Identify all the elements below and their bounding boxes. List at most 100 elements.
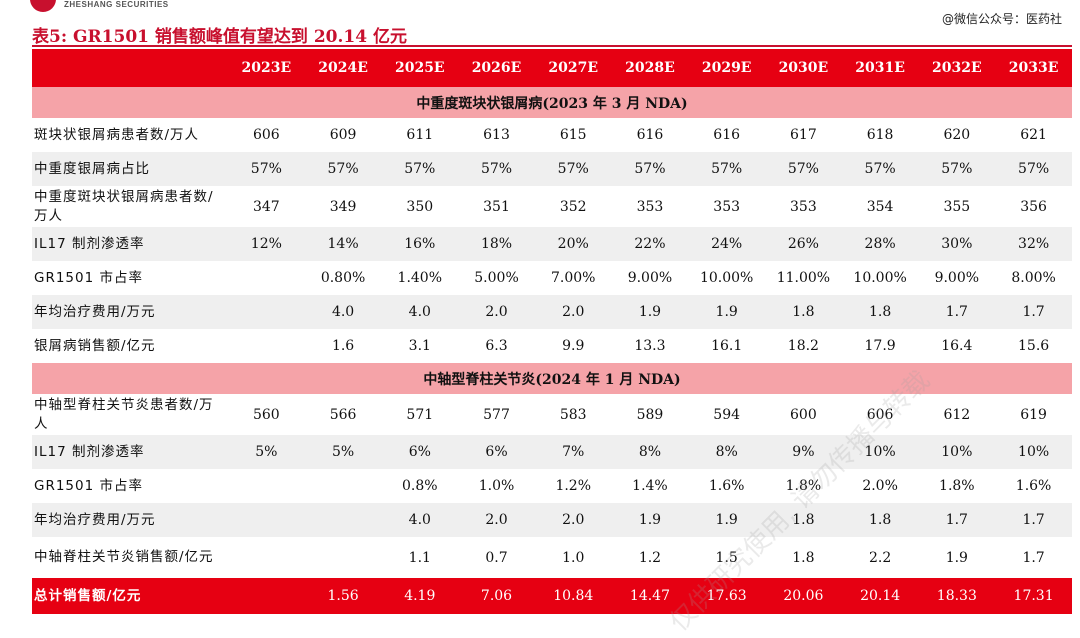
table-cell: 1.2% bbox=[555, 478, 592, 494]
table-cell: 7.00% bbox=[550, 270, 596, 286]
table-cell: 2.0 bbox=[458, 295, 535, 329]
table-cell: 6.3 bbox=[485, 338, 508, 354]
table-cell bbox=[305, 469, 382, 503]
table-cell: 1.7 bbox=[995, 503, 1072, 537]
table-cell bbox=[228, 537, 305, 578]
table-cell: 1.0 bbox=[562, 549, 585, 566]
table-cell: 18.2 bbox=[787, 338, 819, 354]
table-cell: 1.8 bbox=[841, 503, 919, 537]
total-cell: 20.14 bbox=[841, 578, 919, 614]
table-cell: 16.4 bbox=[941, 338, 973, 354]
row-label: IL17 制剂渗透率 bbox=[32, 227, 228, 261]
table-cell: 1.9 bbox=[945, 549, 968, 566]
table-row: 年均治疗费用/万元 4.0 4.0 2.0 2.0 1.9 1.9 1.8 1.8 1.7 1.7 bbox=[32, 295, 1072, 329]
table-cell: 1.8 bbox=[792, 549, 815, 566]
table-cell: 9.00% bbox=[934, 270, 980, 286]
table-cell: 57% bbox=[304, 152, 382, 186]
section-header-row: 中轴型脊柱关节炎(2024 年 1 月 NDA) bbox=[32, 363, 1072, 394]
total-cell: 10.84 bbox=[534, 578, 612, 614]
table-cell: 20% bbox=[534, 227, 612, 261]
table-cell: 606 bbox=[866, 406, 894, 423]
table-cell: 613 bbox=[483, 127, 510, 143]
table-cell: 612 bbox=[943, 406, 971, 423]
table-cell: 18% bbox=[458, 227, 535, 261]
table-row: GR1501 市占率 0.80% 1.40% 5.00% 7.00% 9.00% 10.00… bbox=[32, 261, 1072, 295]
table-row: IL17 制剂渗透率 12% 14% 16% 18% 20% 22% 24% 26% 28% 30%… bbox=[32, 227, 1072, 261]
table-cell: 583 bbox=[559, 406, 587, 423]
total-cell: 7.06 bbox=[458, 578, 535, 614]
table-cell: 10% bbox=[841, 435, 919, 469]
table-cell: 57% bbox=[765, 152, 842, 186]
table-cell: 353 bbox=[790, 198, 817, 215]
table-cell bbox=[228, 295, 305, 329]
table-cell: 2.0% bbox=[862, 478, 898, 494]
total-cell: 17.63 bbox=[688, 578, 766, 614]
table-cell: 28% bbox=[841, 227, 919, 261]
total-cell bbox=[228, 578, 305, 614]
table-row: 斑块状银屑病患者数/万人 606 609 611 613 615 616 616 617 618 6… bbox=[32, 118, 1072, 152]
table-cell: 589 bbox=[636, 406, 664, 423]
table-cell: 14% bbox=[304, 227, 382, 261]
table-cell: 12% bbox=[228, 227, 305, 261]
table-cell: 1.8% bbox=[939, 478, 975, 494]
table-cell: 352 bbox=[559, 198, 587, 215]
table-cell: 606 bbox=[252, 127, 280, 143]
table-cell: 5.00% bbox=[474, 270, 519, 286]
table-row: 中重度银屑病占比 57% 57% 57% 57% 57% 57% 57% 57% 57% 57% 57… bbox=[32, 152, 1072, 186]
table-cell: 9.00% bbox=[627, 270, 673, 286]
table-row: 年均治疗费用/万元 4.0 2.0 2.0 1.9 1.9 1.8 1.8 1.7 1.7 bbox=[32, 503, 1072, 537]
table-cell: 26% bbox=[765, 227, 842, 261]
forecast-table: 2023E 2024E 2025E 2026E 2027E 2028E 2029… bbox=[32, 49, 1072, 614]
column-header: 2023E bbox=[228, 49, 305, 87]
table-cell: 57% bbox=[918, 152, 996, 186]
table-cell: 1.6 bbox=[331, 338, 355, 354]
brand-name: ZHESHANG SECURITIES bbox=[64, 0, 169, 9]
table-cell bbox=[305, 537, 382, 578]
table-cell: 1.8 bbox=[841, 295, 919, 329]
table-cell: 32% bbox=[995, 227, 1072, 261]
table-cell: 24% bbox=[688, 227, 766, 261]
table-cell bbox=[228, 503, 305, 537]
table-cell: 353 bbox=[636, 198, 664, 215]
table-cell: 621 bbox=[1020, 127, 1047, 143]
table-cell: 57% bbox=[228, 152, 305, 186]
table-cell: 7% bbox=[534, 435, 612, 469]
page-title: 表5: GR1501 销售额峰值有望达到 20.14 亿元 bbox=[32, 27, 407, 47]
table-cell: 1.40% bbox=[397, 270, 443, 286]
total-cell: 1.56 bbox=[304, 578, 382, 614]
table-cell: 616 bbox=[713, 127, 741, 143]
table-cell: 10.00% bbox=[853, 270, 907, 286]
table-cell: 1.8 bbox=[765, 295, 842, 329]
table-cell: 4.0 bbox=[304, 295, 382, 329]
table-cell: 16% bbox=[381, 227, 459, 261]
table-cell bbox=[228, 261, 305, 295]
table-row: 中重度斑块状银屑病患者数/万人 347 349 350 351 352 353 353 353 3… bbox=[32, 186, 1072, 227]
table-row: 中轴型脊柱关节炎患者数/万人 560 566 571 577 583 589 594 600 60… bbox=[32, 394, 1072, 435]
table-cell: 1.8% bbox=[785, 478, 822, 494]
table-cell: 1.5 bbox=[715, 549, 738, 566]
table-cell bbox=[228, 469, 305, 503]
column-header: 2025E bbox=[381, 49, 459, 87]
table-cell: 350 bbox=[406, 198, 434, 215]
table-cell: 5% bbox=[228, 435, 305, 469]
brand-bar: ZHESHANG SECURITIES bbox=[0, 0, 1080, 14]
column-header: 2031E bbox=[841, 49, 919, 87]
table-cell: 22% bbox=[611, 227, 689, 261]
table-cell: 3.1 bbox=[408, 338, 431, 354]
table-cell: 57% bbox=[841, 152, 919, 186]
row-label: GR1501 市占率 bbox=[34, 269, 143, 286]
table-cell: 577 bbox=[483, 406, 510, 423]
table-cell: 566 bbox=[329, 406, 357, 423]
table-cell: 2.0 bbox=[534, 295, 612, 329]
table-cell: 1.9 bbox=[611, 295, 689, 329]
table-cell: 354 bbox=[866, 198, 894, 215]
section-title: 中轴型脊柱关节炎(2024 年 1 月 NDA) bbox=[32, 363, 1072, 394]
table-cell: 615 bbox=[559, 127, 587, 143]
table-row: IL17 制剂渗透率 5% 5% 6% 6% 7% 8% 8% 9% 10% 10% 10% bbox=[32, 435, 1072, 469]
table-cell: 9% bbox=[765, 435, 842, 469]
section-title: 中重度斑块状银屑病(2023 年 3 月 NDA) bbox=[32, 87, 1072, 118]
column-header: 2030E bbox=[765, 49, 842, 87]
table-cell: 10% bbox=[995, 435, 1072, 469]
table-cell: 16.1 bbox=[711, 338, 743, 354]
table-cell: 1.7 bbox=[1022, 549, 1045, 566]
